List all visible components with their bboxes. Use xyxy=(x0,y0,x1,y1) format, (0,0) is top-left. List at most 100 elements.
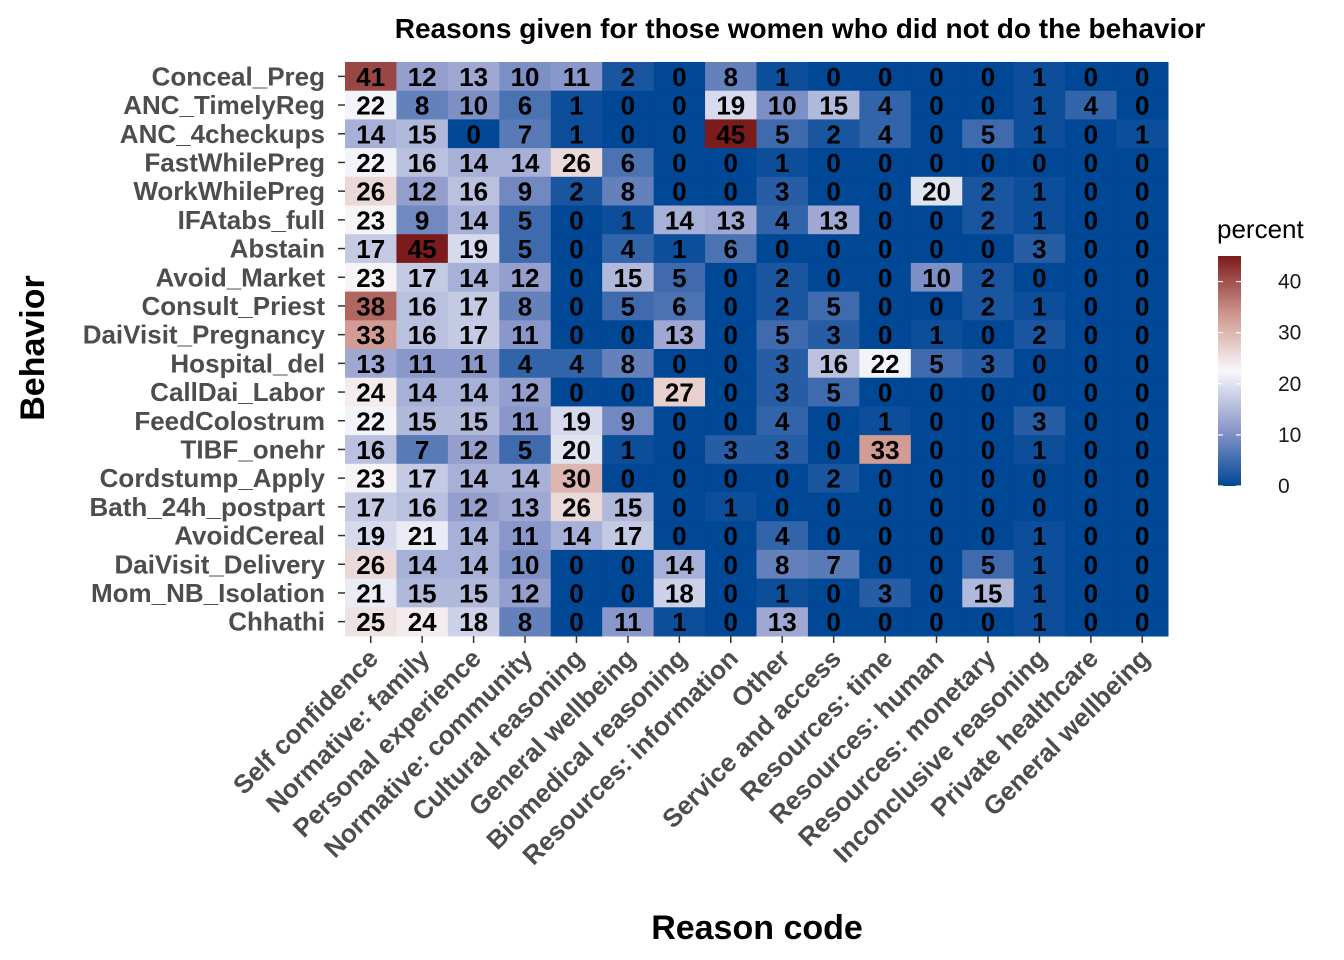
heatmap-cell xyxy=(499,521,552,551)
cell-label: 0 xyxy=(672,62,686,92)
cell-label: 0 xyxy=(672,148,686,178)
heatmap-cell xyxy=(602,62,655,92)
cell-label: 0 xyxy=(929,464,943,494)
cell-label: 1 xyxy=(672,607,686,637)
cell-label: 8 xyxy=(621,177,635,207)
heatmap-cell xyxy=(859,578,912,608)
cell-label: 45 xyxy=(408,234,437,264)
heatmap-cell xyxy=(602,463,655,493)
y-tick-label: CallDai_Labor xyxy=(150,377,325,407)
heatmap-cell xyxy=(962,607,1015,637)
cell-label: 0 xyxy=(1084,578,1098,608)
heatmap-cell xyxy=(910,435,963,465)
heatmap-cell xyxy=(653,291,706,321)
heatmap-cell xyxy=(705,349,757,379)
cell-label: 4 xyxy=(518,349,533,379)
legend-title: percent xyxy=(1217,214,1304,244)
heatmap-cell xyxy=(1065,291,1118,321)
heatmap-cell xyxy=(447,406,500,436)
heatmap-cell xyxy=(653,492,706,522)
heatmap-cell xyxy=(396,234,449,264)
heatmap-cell xyxy=(807,205,860,235)
heatmap-cell xyxy=(807,291,860,321)
heatmap-cell xyxy=(756,119,809,149)
cell-label: 5 xyxy=(621,291,635,321)
cell-label: 1 xyxy=(775,148,789,178)
heatmap-cell xyxy=(910,176,963,206)
heatmap-cell xyxy=(653,205,706,235)
heatmap-cell xyxy=(1013,463,1066,493)
heatmap-cell xyxy=(807,262,860,293)
heatmap-cell xyxy=(910,607,963,637)
cell-label: 22 xyxy=(356,148,385,178)
heatmap-cell xyxy=(550,262,603,293)
heatmap-cell xyxy=(499,176,552,206)
heatmap-cell xyxy=(1116,234,1169,264)
heatmap-cell xyxy=(756,578,809,608)
heatmap-cell xyxy=(962,234,1015,264)
cell-label: 0 xyxy=(929,91,943,121)
heatmap-cell xyxy=(910,549,963,580)
cell-label: 0 xyxy=(1084,291,1098,321)
heatmap-cell xyxy=(859,377,912,407)
cell-label: 15 xyxy=(819,91,848,121)
cell-label: 0 xyxy=(929,521,943,551)
heatmap-cell xyxy=(447,176,500,206)
heatmap-cell xyxy=(602,262,655,293)
cell-label: 33 xyxy=(871,435,900,465)
cell-label: 11 xyxy=(460,349,488,379)
cell-label: 9 xyxy=(415,205,429,235)
cell-label: 0 xyxy=(724,263,738,293)
heatmap-cell xyxy=(910,320,963,350)
heatmap-cell xyxy=(1065,377,1118,407)
cell-label: 0 xyxy=(929,492,943,522)
heatmap-cell xyxy=(962,119,1015,149)
heatmap-cell xyxy=(447,607,500,637)
heatmap-cell xyxy=(396,549,449,580)
cell-label: 5 xyxy=(775,320,789,350)
heatmap-cell xyxy=(602,119,655,149)
heatmap-cell xyxy=(1013,549,1066,580)
cell-label: 0 xyxy=(1135,492,1149,522)
heatmap-cell xyxy=(499,377,552,407)
heatmap-cell xyxy=(910,291,963,321)
cell-label: 0 xyxy=(981,378,995,408)
heatmap-cell xyxy=(705,291,757,321)
cell-label: 14 xyxy=(665,205,694,235)
cell-label: 7 xyxy=(826,550,840,580)
cell-label: 0 xyxy=(981,320,995,350)
cell-label: 2 xyxy=(981,291,995,321)
cell-label: 12 xyxy=(408,62,437,92)
heatmap-cell xyxy=(807,349,860,379)
heatmap-cell xyxy=(1065,119,1118,149)
heatmap-cell xyxy=(1116,549,1169,580)
heatmap-cell xyxy=(962,62,1015,92)
cell-label: 5 xyxy=(981,550,995,580)
cell-label: 14 xyxy=(459,378,488,408)
cell-label: 16 xyxy=(408,320,437,350)
cell-label: 0 xyxy=(1084,550,1098,580)
cell-label: 14 xyxy=(459,205,488,235)
heatmap-cell xyxy=(1013,148,1066,178)
heatmap-cell xyxy=(1065,521,1118,551)
cell-label: 14 xyxy=(356,119,385,149)
cell-label: 23 xyxy=(356,205,385,235)
cell-label: 0 xyxy=(1084,492,1098,522)
y-tick-label: IFAtabs_full xyxy=(178,205,325,235)
heatmap-cell xyxy=(807,578,860,608)
heatmap-cell xyxy=(345,349,397,379)
heatmap-cell xyxy=(910,62,963,92)
heatmap-cell xyxy=(807,90,860,120)
y-tick-label: DaiVisit_Pregnancy xyxy=(83,320,326,350)
cell-label: 19 xyxy=(459,234,488,264)
cell-label: 19 xyxy=(562,406,591,436)
heatmap-cell xyxy=(1116,578,1169,608)
heatmap-cell xyxy=(499,549,552,580)
heatmap-cell xyxy=(653,521,706,551)
cell-label: 16 xyxy=(408,492,437,522)
cell-label: 17 xyxy=(408,263,437,293)
heatmap-cell xyxy=(705,119,757,149)
cell-label: 5 xyxy=(518,234,532,264)
heatmap-cell xyxy=(396,205,449,235)
cell-label: 0 xyxy=(621,119,635,149)
